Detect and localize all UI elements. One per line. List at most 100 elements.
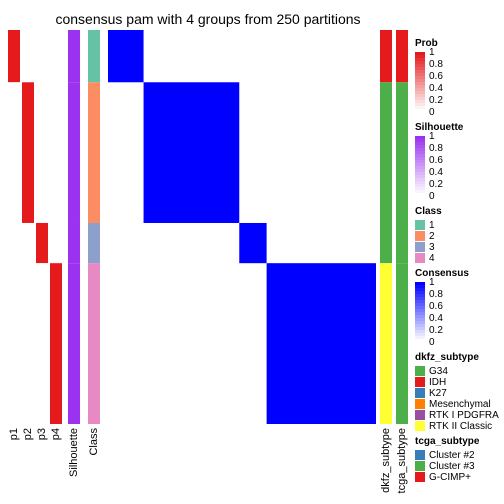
legend-ramp-1-5 [415,151,425,155]
prob-cell-p4-group-2 [50,82,62,223]
legend-label-5-2: G-CIMP+ [429,472,471,483]
legend-ramp-0-7 [415,73,425,77]
legend-tick-1-5: 0 [429,191,435,202]
legend-ramp-1-18 [415,190,425,194]
legend-ramp-3-11 [415,315,425,319]
prob-cell-p3-group-3 [36,222,48,264]
prob-cell-p2-group-3 [22,222,34,264]
legend-ramp-0-12 [415,88,425,92]
legend-tick-3-4: 0.2 [429,325,443,336]
legend-ramp-3-14 [415,324,425,328]
legend-ramp-0-3 [415,61,425,65]
legend-swatch-2-3 [415,253,425,263]
legend-ramp-3-18 [415,336,425,340]
legend-ramp-3-6 [415,300,425,304]
legend-title-2: Class [415,206,442,217]
legend-swatch-4-5 [415,421,425,431]
legend-ramp-0-5 [415,67,425,71]
prob-cell-p4-group-4 [50,263,62,424]
legend-tick-0-5: 0 [429,107,435,118]
prob-cell-p3-group-4 [36,263,48,424]
legend-label-4-2: K27 [429,388,447,399]
prob-cell-p1-group-1 [8,30,20,83]
prob-cell-p3-group-1 [36,30,48,83]
legend-ramp-3-10 [415,312,425,316]
legend-tick-3-3: 0.4 [429,313,443,324]
prob-cell-p4-group-3 [50,222,62,264]
prob-cell-p2-group-4 [22,263,34,424]
legend-ramp-1-19 [415,193,425,197]
silhouette-cell-group-2 [68,82,80,223]
legend-tick-0-0: 1 [429,47,435,58]
legend-swatch-4-1 [415,377,425,387]
legend-ramp-0-19 [415,109,425,113]
legend-ramp-1-14 [415,178,425,182]
legend-tick-3-0: 1 [429,277,435,288]
column-label-dkfz-subtype: dkfz_subtype [380,428,392,493]
legend-ramp-1-3 [415,145,425,149]
legend-tick-1-0: 1 [429,131,435,142]
consensus-block-3 [239,222,267,264]
legend-swatch-2-1 [415,231,425,241]
tcga-cell-group-2 [396,82,408,223]
class-cell-group-4 [88,263,100,424]
legend-ramp-3-8 [415,306,425,310]
legend-title-4: dkfz_subtype [415,352,479,363]
legend-tick-1-1: 0.8 [429,143,443,154]
column-label-class: Class [88,428,100,456]
column-label-tcga-subtype: tcga_subtype [396,428,408,493]
chart-title: consensus pam with 4 groups from 250 par… [55,11,360,27]
column-label-silhouette: Silhouette [68,428,80,477]
legend-swatch-4-4 [415,410,425,420]
legends: Prob10.80.60.40.20Silhouette10.80.60.40.… [415,38,499,483]
legend-ramp-0-17 [415,103,425,107]
prob-cell-p2-group-1 [22,30,34,83]
legend-ramp-0-6 [415,70,425,74]
legend-label-4-1: IDH [429,377,446,388]
legend-ramp-0-18 [415,106,425,110]
legend-title-0: Prob [415,38,438,49]
legend-ramp-0-8 [415,76,425,80]
legend-ramp-3-16 [415,330,425,334]
legend-label-5-1: Cluster #3 [429,461,475,472]
legend-tick-0-1: 0.8 [429,59,443,70]
legend-ramp-1-13 [415,175,425,179]
legend-ramp-0-4 [415,64,425,68]
column-label-p2: p2 [22,428,34,440]
legend-swatch-5-1 [415,461,425,471]
legend-label-2-3: 4 [429,253,435,264]
legend-ramp-1-4 [415,148,425,152]
legend-label-2-1: 2 [429,231,435,242]
legend-ramp-1-6 [415,154,425,158]
legend-tick-3-2: 0.6 [429,301,443,312]
prob-cell-p3-group-2 [36,82,48,223]
legend-label-4-0: G34 [429,366,448,377]
legend-swatch-4-0 [415,366,425,376]
legend-swatch-2-2 [415,242,425,252]
prob-cell-p1-group-4 [8,263,20,424]
legend-ramp-3-9 [415,309,425,313]
legend-label-4-4: RTK I PDGFRA [429,410,499,421]
dkfz-cell-group-4 [380,263,392,424]
legend-ramp-1-8 [415,160,425,164]
prob-cell-p2-group-2 [22,82,34,223]
consensus-block-2 [143,82,240,223]
tcga-cell-group-1 [396,30,408,83]
legend-swatch-5-0 [415,450,425,460]
legend-ramp-1-16 [415,184,425,188]
legend-ramp-3-7 [415,303,425,307]
legend-ramp-3-17 [415,333,425,337]
column-label-p4: p4 [50,428,62,440]
annotation-columns [8,30,100,424]
legend-ramp-3-2 [415,288,425,292]
legend-ramp-0-0 [415,52,425,56]
legend-ramp-1-17 [415,187,425,191]
column-label-p1: p1 [8,428,20,440]
legend-swatch-5-2 [415,472,425,482]
legend-ramp-0-14 [415,94,425,98]
legend-ramp-1-1 [415,139,425,143]
prob-cell-p1-group-2 [8,82,20,223]
consensus-block-4 [266,263,376,424]
legend-swatch-2-0 [415,220,425,230]
